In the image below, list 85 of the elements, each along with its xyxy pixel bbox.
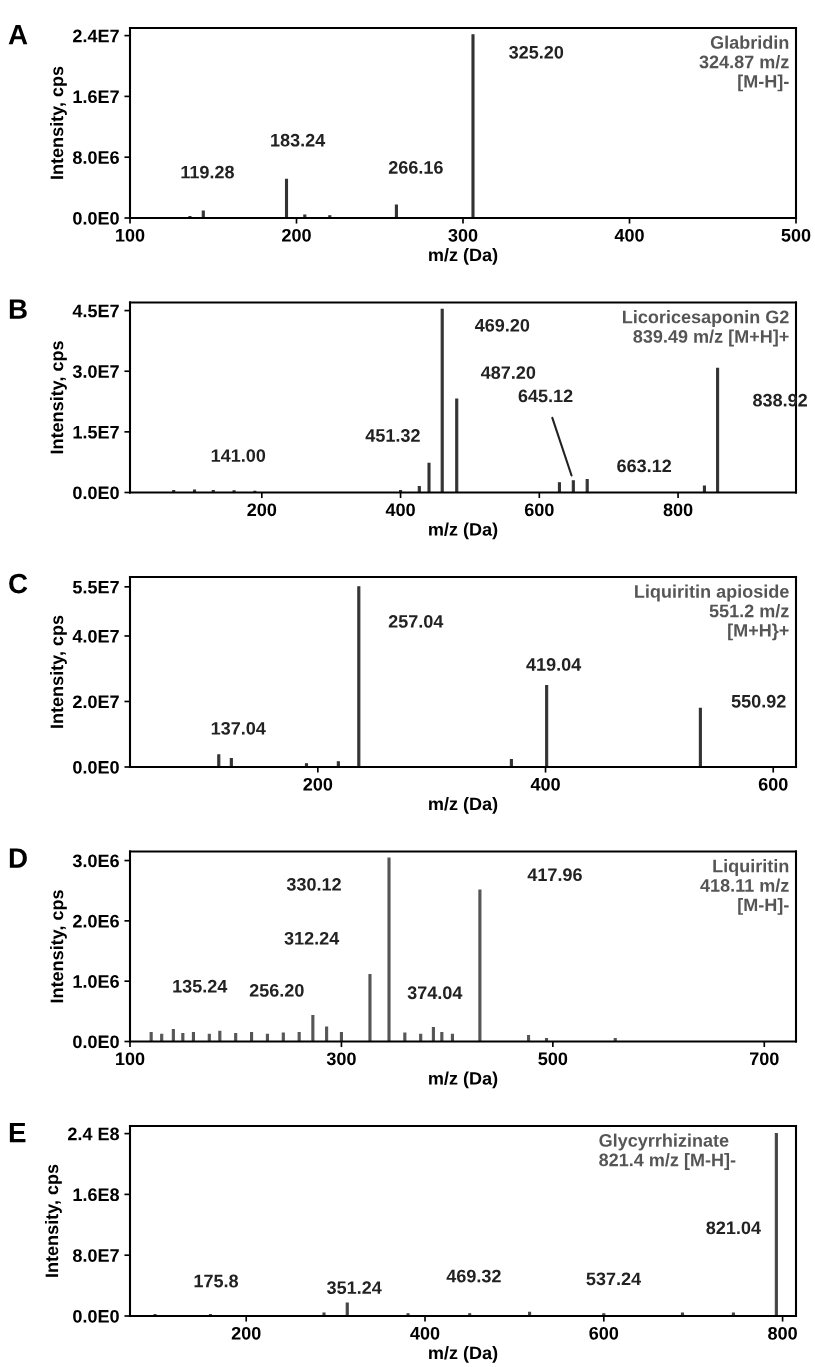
y-tick-label: 2.4 E8	[68, 1127, 120, 1141]
x-tick-label: 100	[116, 1052, 145, 1066]
annotation: Glycyrrhizinate 821.4 m/z [M-H]-	[599, 1133, 736, 1170]
annotation: 256.20	[249, 984, 304, 997]
annotation: Liquiritin 418.11 m/z [M-H]-	[700, 859, 789, 915]
x-tick-label: 700	[750, 1052, 779, 1066]
chart-title: B	[9, 299, 27, 319]
chart-title: C	[9, 573, 28, 594]
annotation: 325.20	[509, 45, 564, 59]
annotation: 645.12	[518, 389, 573, 403]
annotation: Liquiritin apioside 551.2 m/z [M+H}+	[635, 584, 789, 641]
x-tick-label: 200	[282, 228, 311, 242]
x-axis-title: m/z (Da)	[429, 1346, 498, 1363]
annotation: 663.12	[617, 459, 672, 473]
y-tick-label: 1.5E7	[73, 425, 119, 439]
annotation: 266.16	[388, 161, 443, 174]
x-tick-label: 600	[524, 503, 554, 517]
y-tick-label: 2.4E7	[73, 29, 119, 43]
annotation: 419.04	[526, 658, 582, 671]
annotation: 137.04	[211, 721, 266, 735]
x-axis-title: m/z (Da)	[429, 248, 498, 265]
y-tick-label: 3.0E6	[72, 854, 119, 868]
annotation: 312.24	[284, 931, 340, 945]
x-tick-label: 300	[448, 228, 478, 242]
x-tick-label: 200	[247, 503, 277, 517]
x-tick-label: 200	[303, 777, 333, 791]
x-tick-label: 200	[231, 1326, 261, 1340]
x-tick-label: 600	[589, 1326, 619, 1340]
y-tick-label: 8.0E7	[72, 1249, 119, 1262]
annotation: 821.04	[706, 1221, 761, 1235]
x-tick-label: 800	[768, 1326, 797, 1340]
annotation: 183.24	[271, 133, 326, 147]
x-tick-label: 500	[781, 228, 811, 242]
annotation: 374.04	[407, 986, 463, 1000]
annotation: 487.20	[480, 366, 536, 379]
annotation: Glabridin 324.87 m/z [M-H]-	[699, 35, 789, 92]
y-axis-title: Intensity, cps	[50, 615, 67, 728]
y-tick-label: 3.0E7	[72, 365, 119, 378]
annotation: 141.00	[211, 449, 266, 462]
x-tick-label: 300	[326, 1052, 356, 1066]
y-tick-label: 1.6E8	[73, 1188, 120, 1202]
annotation: 119.28	[181, 165, 234, 179]
y-tick-label: 0.0E0	[73, 486, 119, 500]
y-tick-label: 8.0E6	[72, 151, 119, 164]
annotation: 550.92	[731, 694, 786, 708]
y-tick-label: 4.5E7	[72, 304, 119, 318]
y-tick-label: 1.0E6	[73, 975, 119, 988]
annotation: 537.24	[586, 1272, 642, 1286]
x-tick-label: 400	[385, 503, 415, 517]
x-axis-title: m/z (Da)	[429, 1071, 498, 1089]
y-tick-label: 0.0E0	[73, 211, 119, 225]
y-tick-label: 0.0E0	[73, 1309, 119, 1323]
y-tick-label: 0.0E0	[73, 1035, 119, 1049]
x-tick-label: 400	[410, 1326, 440, 1340]
y-axis-title: Intensity, cps	[50, 890, 67, 1003]
y-axis-title: Intensity, cps	[50, 66, 67, 179]
x-tick-label: 800	[663, 503, 693, 517]
chart-title: D	[9, 848, 27, 868]
chart-title: E	[9, 1123, 26, 1143]
y-axis-title: Intensity, cps	[45, 1164, 62, 1277]
y-tick-label: 4.0E7	[72, 629, 119, 643]
x-tick-label: 400	[530, 777, 560, 791]
y-tick-label: 5.5E7	[72, 580, 119, 594]
annotation: 417.96	[527, 868, 582, 882]
annotation: 451.32	[365, 429, 420, 442]
annotation: Licoricesaponin G2 839.49 m/z [M+H]+	[623, 310, 789, 347]
annotation: 351.24	[326, 1281, 382, 1295]
annotation: 330.12	[286, 877, 341, 891]
y-tick-label: 1.6E7	[73, 90, 119, 104]
annotation: 469.32	[446, 1269, 501, 1283]
x-tick-label: 100	[116, 228, 145, 242]
y-axis-title: Intensity, cps	[50, 341, 67, 454]
annotation: 469.20	[474, 318, 530, 332]
x-tick-label: 400	[614, 228, 644, 242]
annotation: 175.8	[194, 1274, 239, 1288]
y-tick-label: 2.0E7	[73, 695, 119, 709]
x-tick-label: 600	[758, 777, 788, 791]
y-tick-label: 2.0E6	[73, 914, 119, 928]
annotation: 135.24	[173, 979, 228, 993]
x-axis-title: m/z (Da)	[429, 797, 498, 814]
y-tick-label: 0.0E0	[73, 760, 119, 774]
annotation: 257.04	[388, 615, 444, 628]
x-tick-label: 500	[538, 1052, 568, 1066]
x-axis-title: m/z (Da)	[429, 522, 498, 540]
chart-title: A	[8, 25, 28, 45]
